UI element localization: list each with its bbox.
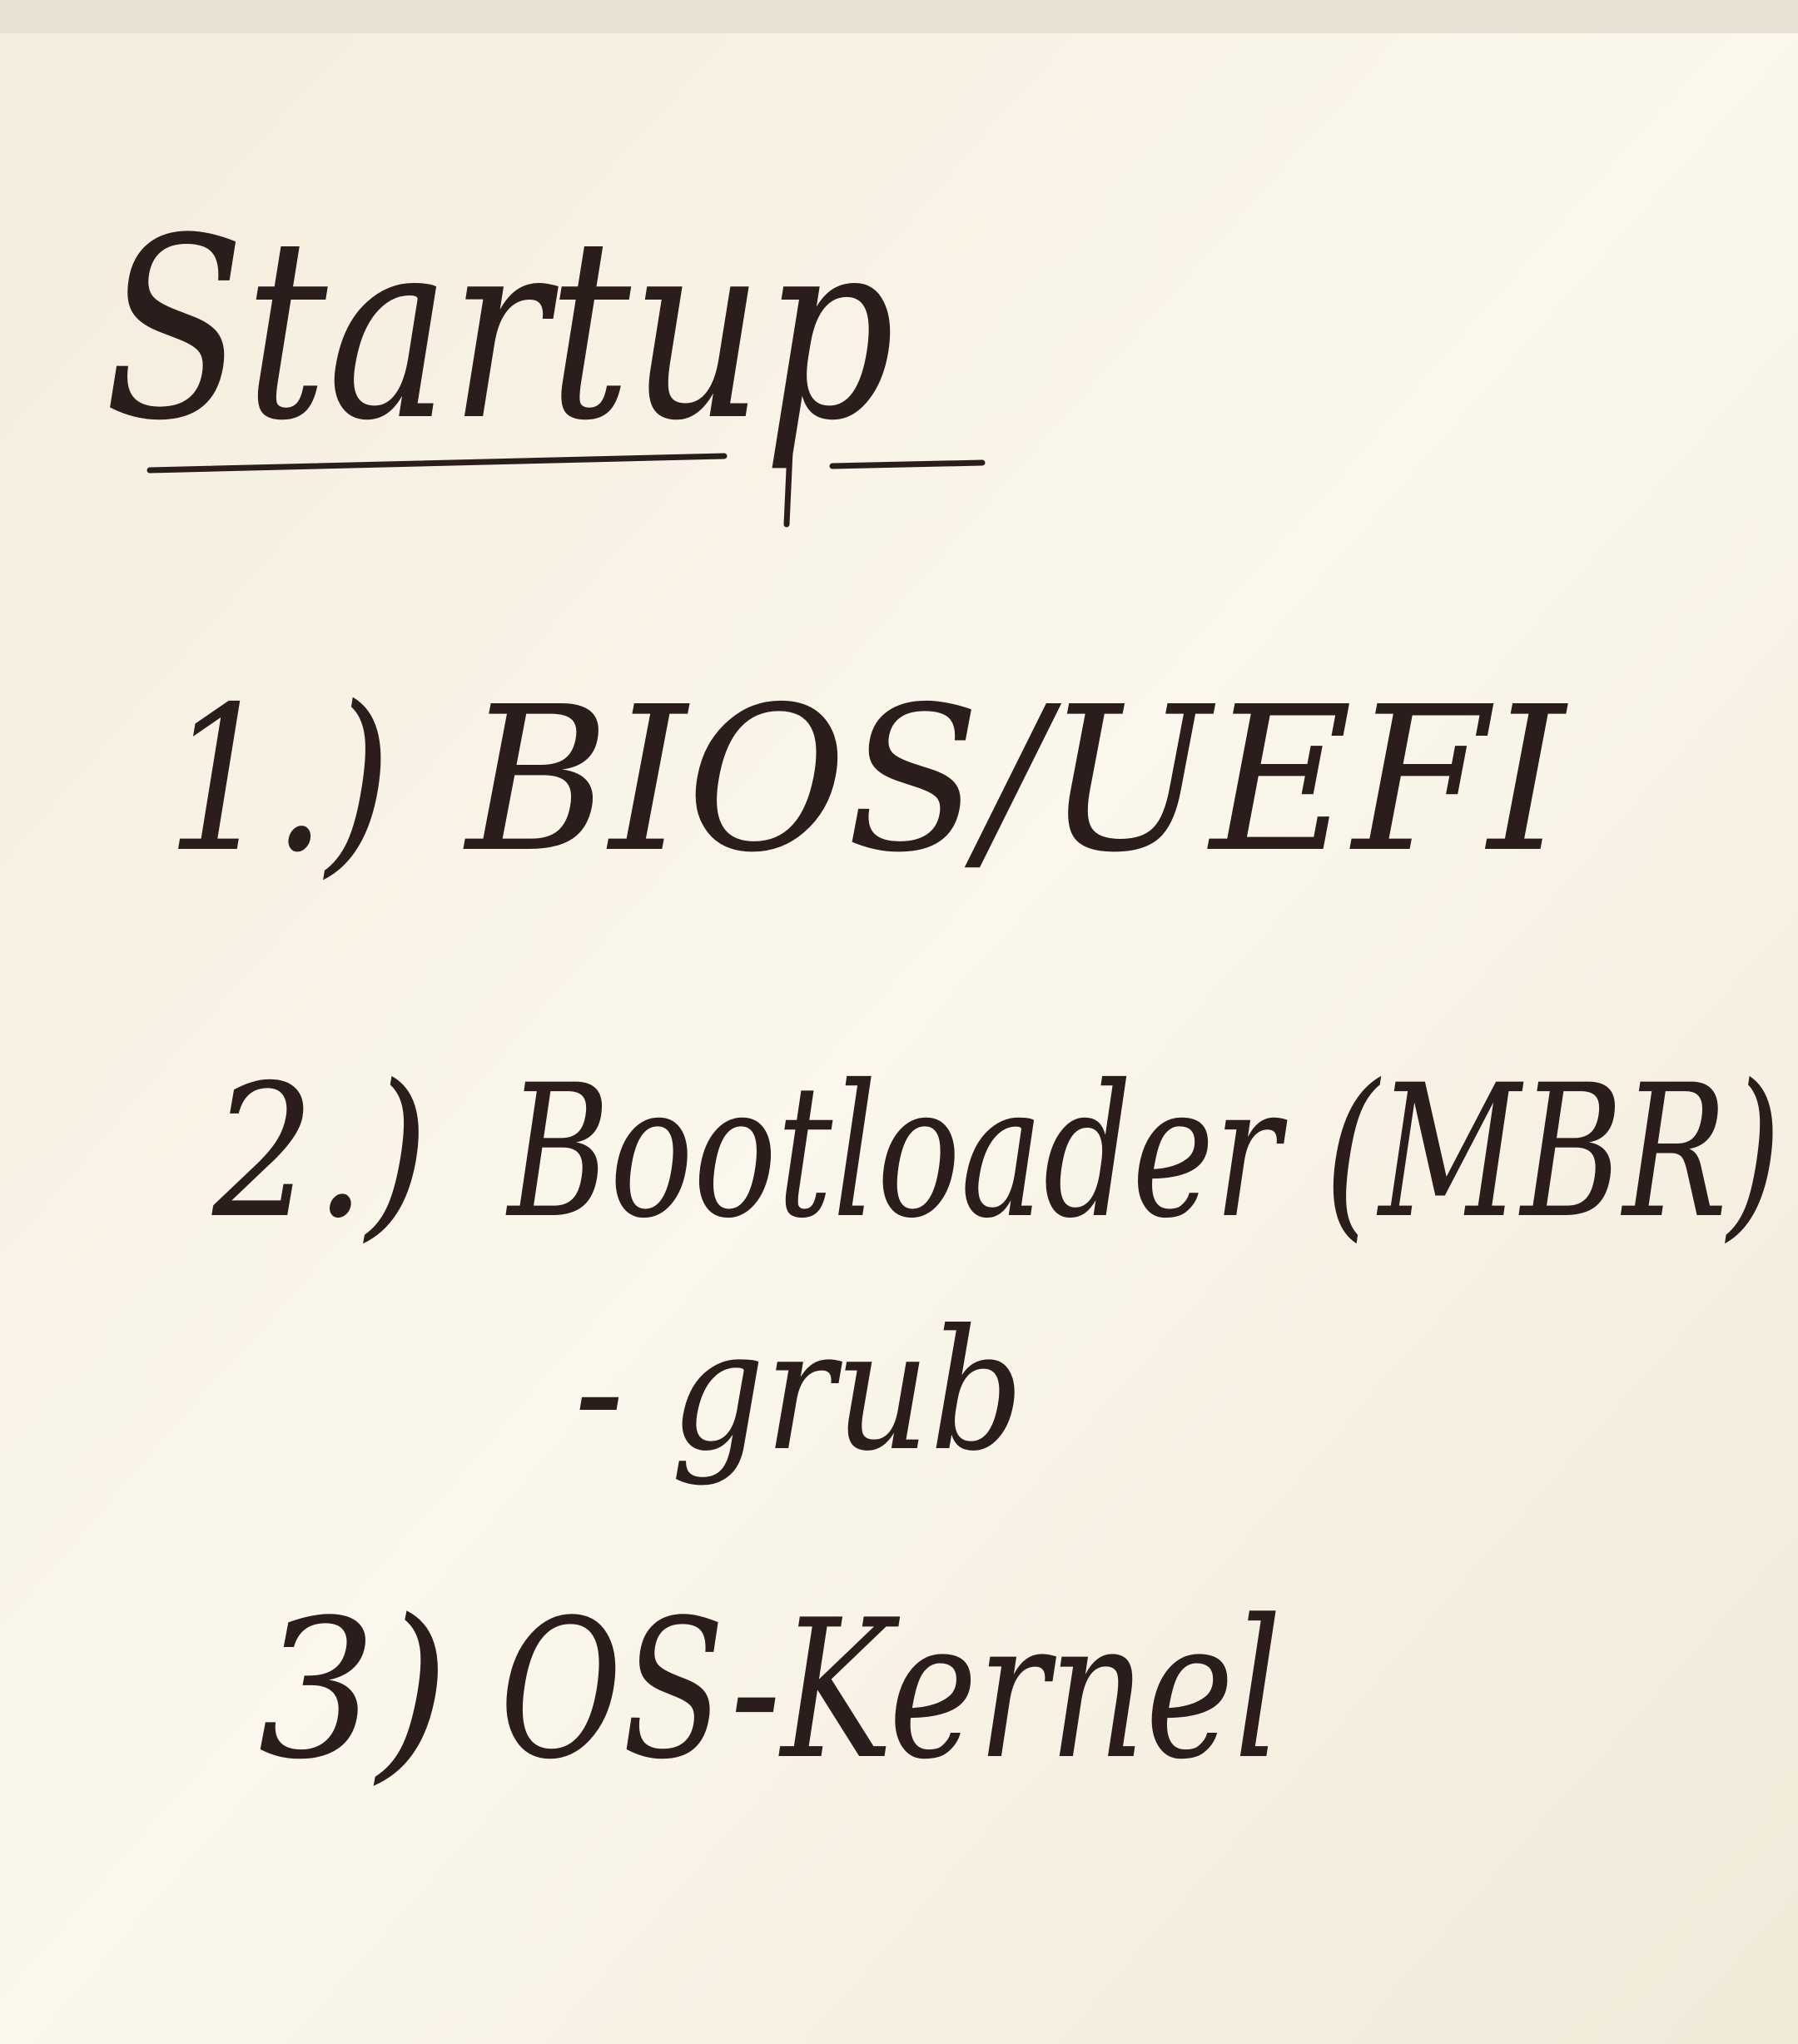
- item-marker: 3): [258, 1580, 450, 1802]
- title: Startup: [104, 185, 895, 475]
- sub-item: - grub: [574, 1294, 1024, 1488]
- item-text: BIOS/UEFI: [463, 663, 1568, 896]
- item-marker: 2.): [211, 1045, 429, 1258]
- item-text: Bootloader (MBR): [505, 1045, 1781, 1258]
- item-text: OS-Kernel: [499, 1580, 1282, 1802]
- paper-top-edge: [0, 0, 1798, 33]
- title-underline: [147, 429, 986, 528]
- item-marker: 1.): [166, 663, 391, 896]
